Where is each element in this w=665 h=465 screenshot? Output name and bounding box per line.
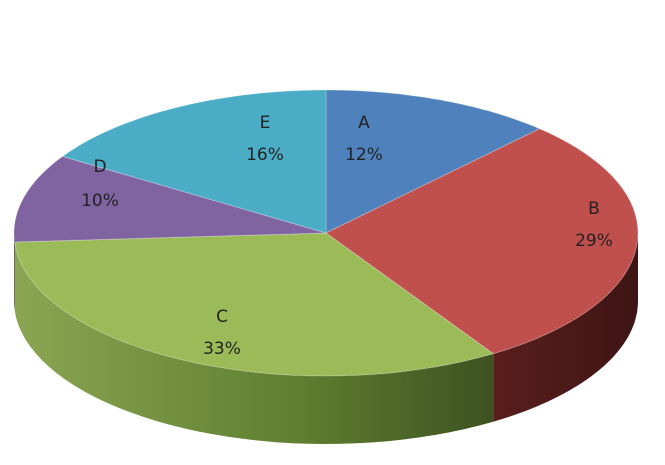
slice-c	[13, 232, 495, 377]
slice-e	[61, 89, 327, 234]
label-value-c: 33%	[203, 339, 241, 359]
label-value-b: 29%	[575, 231, 613, 251]
label-value-d: 10%	[81, 191, 119, 211]
label-category-e: E	[260, 113, 271, 133]
label-category-b: B	[588, 199, 600, 219]
pie-tops	[13, 89, 639, 377]
slice-a	[325, 89, 541, 234]
pie-labels: A 12% B 29% C 33% D 10% E 16%	[81, 113, 613, 359]
label-value-a: 12%	[345, 145, 383, 165]
side-slice-c	[14, 242, 494, 444]
label-value-e: 16%	[246, 145, 284, 165]
label-category-a: A	[358, 113, 370, 133]
label-category-d: D	[93, 157, 106, 177]
label-category-c: C	[216, 307, 228, 327]
slice-d	[13, 155, 327, 243]
pie-sides	[14, 233, 638, 444]
slice-b	[325, 128, 639, 355]
side-slice-b	[493, 233, 638, 422]
side-slice-d	[14, 233, 15, 310]
